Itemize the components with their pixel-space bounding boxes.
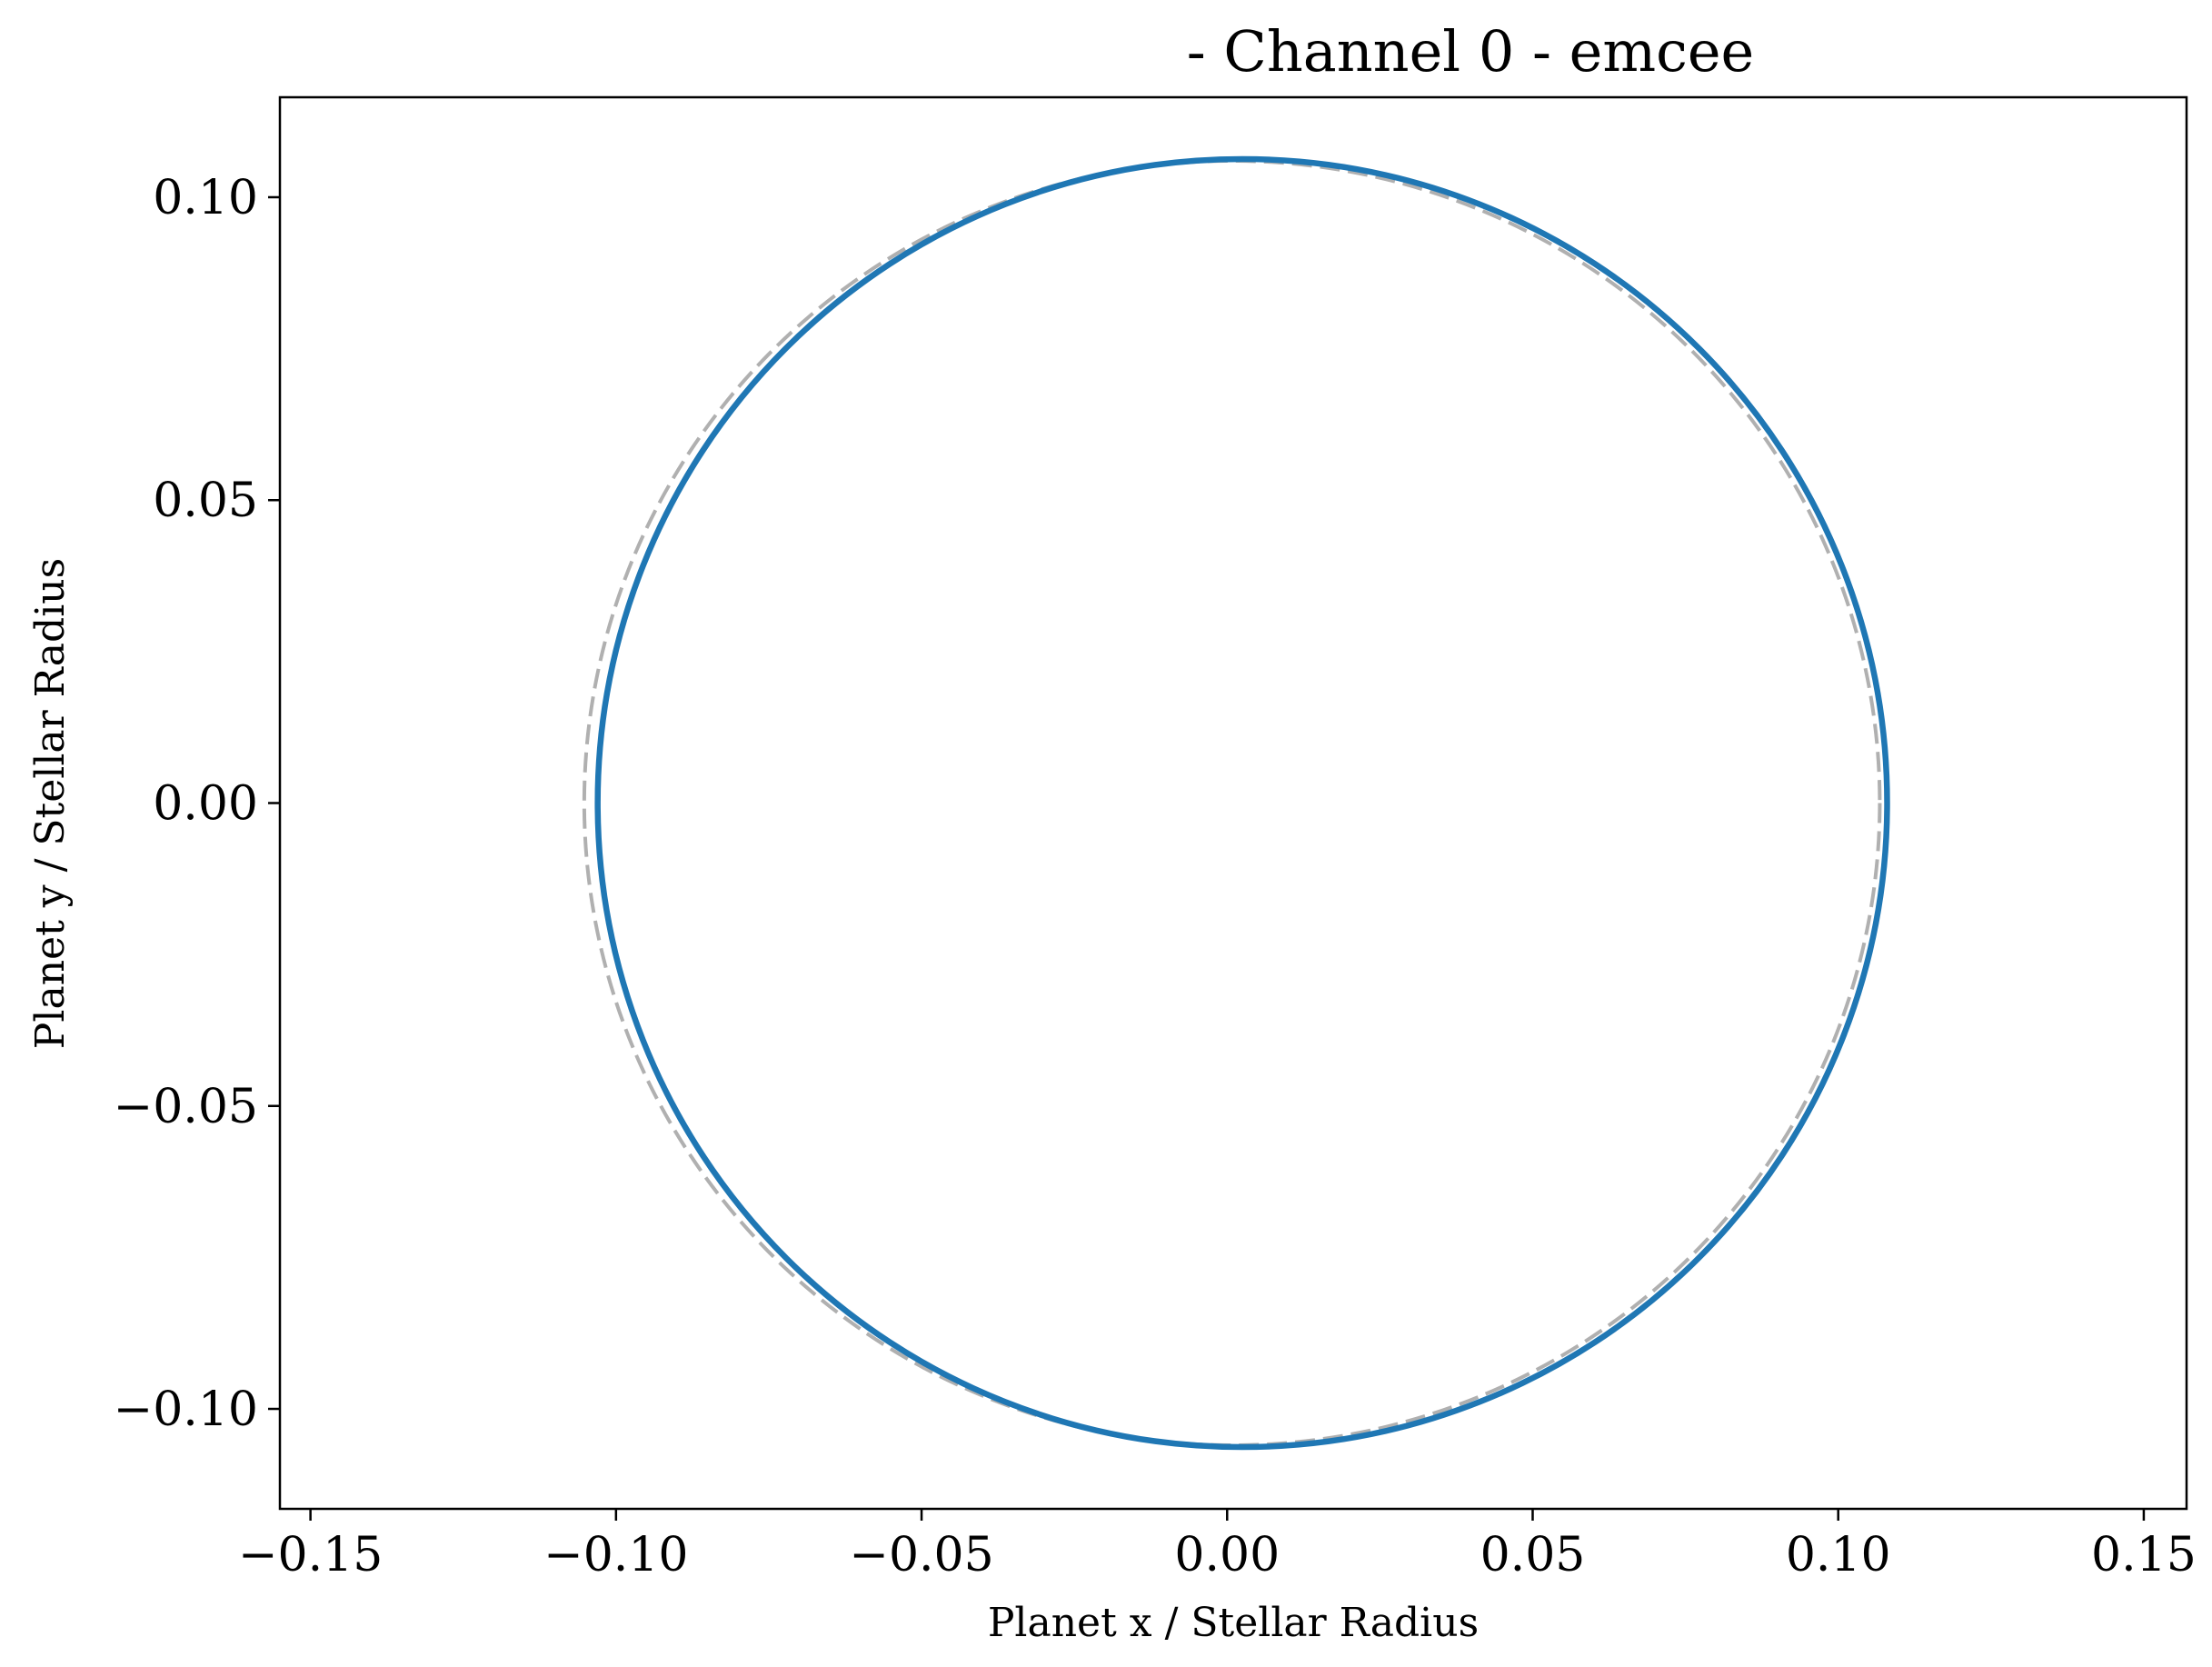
x-tick-label: 0.15 xyxy=(2091,1528,2197,1582)
x-tick-label: −0.10 xyxy=(543,1528,688,1582)
x-tick-label: −0.15 xyxy=(238,1528,383,1582)
y-axis-label: Planet y / Stellar Radius xyxy=(27,558,74,1049)
x-tick-label: −0.05 xyxy=(849,1528,993,1582)
plot-curves xyxy=(582,155,1890,1451)
x-axis-ticks: −0.15 −0.10 −0.05 0.00 0.05 0.10 0.15 xyxy=(238,1509,2197,1582)
x-tick-label: 0.05 xyxy=(1480,1528,1586,1582)
y-tick-label: 0.00 xyxy=(153,777,258,832)
y-tick-label: −0.05 xyxy=(114,1080,258,1134)
x-tick-label: 0.00 xyxy=(1174,1528,1280,1582)
y-tick-label: 0.10 xyxy=(153,171,258,225)
x-axis-label: Planet x / Stellar Radius xyxy=(988,1600,1479,1646)
solid-circle-curve xyxy=(594,155,1890,1451)
y-tick-label: 0.05 xyxy=(153,474,258,528)
chart-title: - Channel 0 - emcee xyxy=(1187,18,1754,85)
dashed-circle-curve xyxy=(582,158,1882,1448)
x-tick-label: 0.10 xyxy=(1786,1528,1891,1582)
y-tick-label: −0.10 xyxy=(114,1383,258,1437)
y-axis-ticks: −0.10 −0.05 0.00 0.05 0.10 xyxy=(114,171,280,1437)
